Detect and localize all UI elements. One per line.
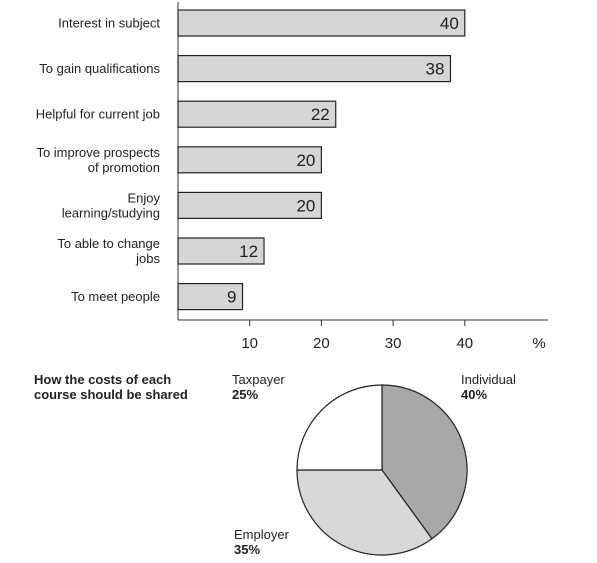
bar <box>177 9 466 37</box>
slice-name-label: Taxpayer <box>232 372 285 387</box>
category-label: To meet people <box>71 289 160 304</box>
slice-percent-label: 25% <box>232 387 258 402</box>
pie-title-line-2: course should be shared <box>34 387 188 402</box>
category-label: Interest in subject <box>58 16 160 31</box>
bar-value-label: 20 <box>296 151 315 170</box>
category-label: jobs <box>135 251 160 266</box>
slice-name-label: Individual <box>461 372 516 387</box>
x-tick-label: 30 <box>385 335 402 352</box>
category-label: learning/studying <box>62 205 160 220</box>
category-label: To able to change <box>57 236 160 251</box>
category-label: Enjoy <box>127 190 160 205</box>
bar-value-label: 38 <box>426 60 445 79</box>
bar <box>177 237 265 265</box>
pie-slice-taxpayer <box>296 384 383 471</box>
bar <box>177 283 244 311</box>
category-label: Helpful for current job <box>36 107 160 122</box>
bar <box>177 100 337 128</box>
bar-value-label: 22 <box>311 105 330 124</box>
bar-chart: 40 Interest in subject 38 To gain qualifica… <box>36 2 548 352</box>
pie-slice-individual <box>381 384 468 540</box>
bar-value-label: 9 <box>227 288 236 307</box>
slice-name-label: Employer <box>234 527 290 542</box>
bar <box>177 191 322 219</box>
x-tick-label: 20 <box>313 335 330 352</box>
category-label: To gain qualifications <box>39 61 160 76</box>
slice-percent-label: 35% <box>234 542 260 557</box>
x-tick-label: 40 <box>456 335 473 352</box>
bar-value-label: 20 <box>296 196 315 215</box>
x-tick-label: 10 <box>241 335 258 352</box>
pie-slice-employer <box>296 469 433 556</box>
bar-value-label: 40 <box>440 14 459 33</box>
x-unit-label: % <box>532 335 545 352</box>
category-label: of promotion <box>88 160 160 175</box>
category-label: To improve prospects <box>36 145 160 160</box>
bar <box>177 54 452 83</box>
slice-percent-label: 40% <box>461 387 487 402</box>
pie-title-line-1: How the costs of each <box>34 372 171 387</box>
bar <box>177 146 322 174</box>
bar-value-label: 12 <box>239 242 258 261</box>
